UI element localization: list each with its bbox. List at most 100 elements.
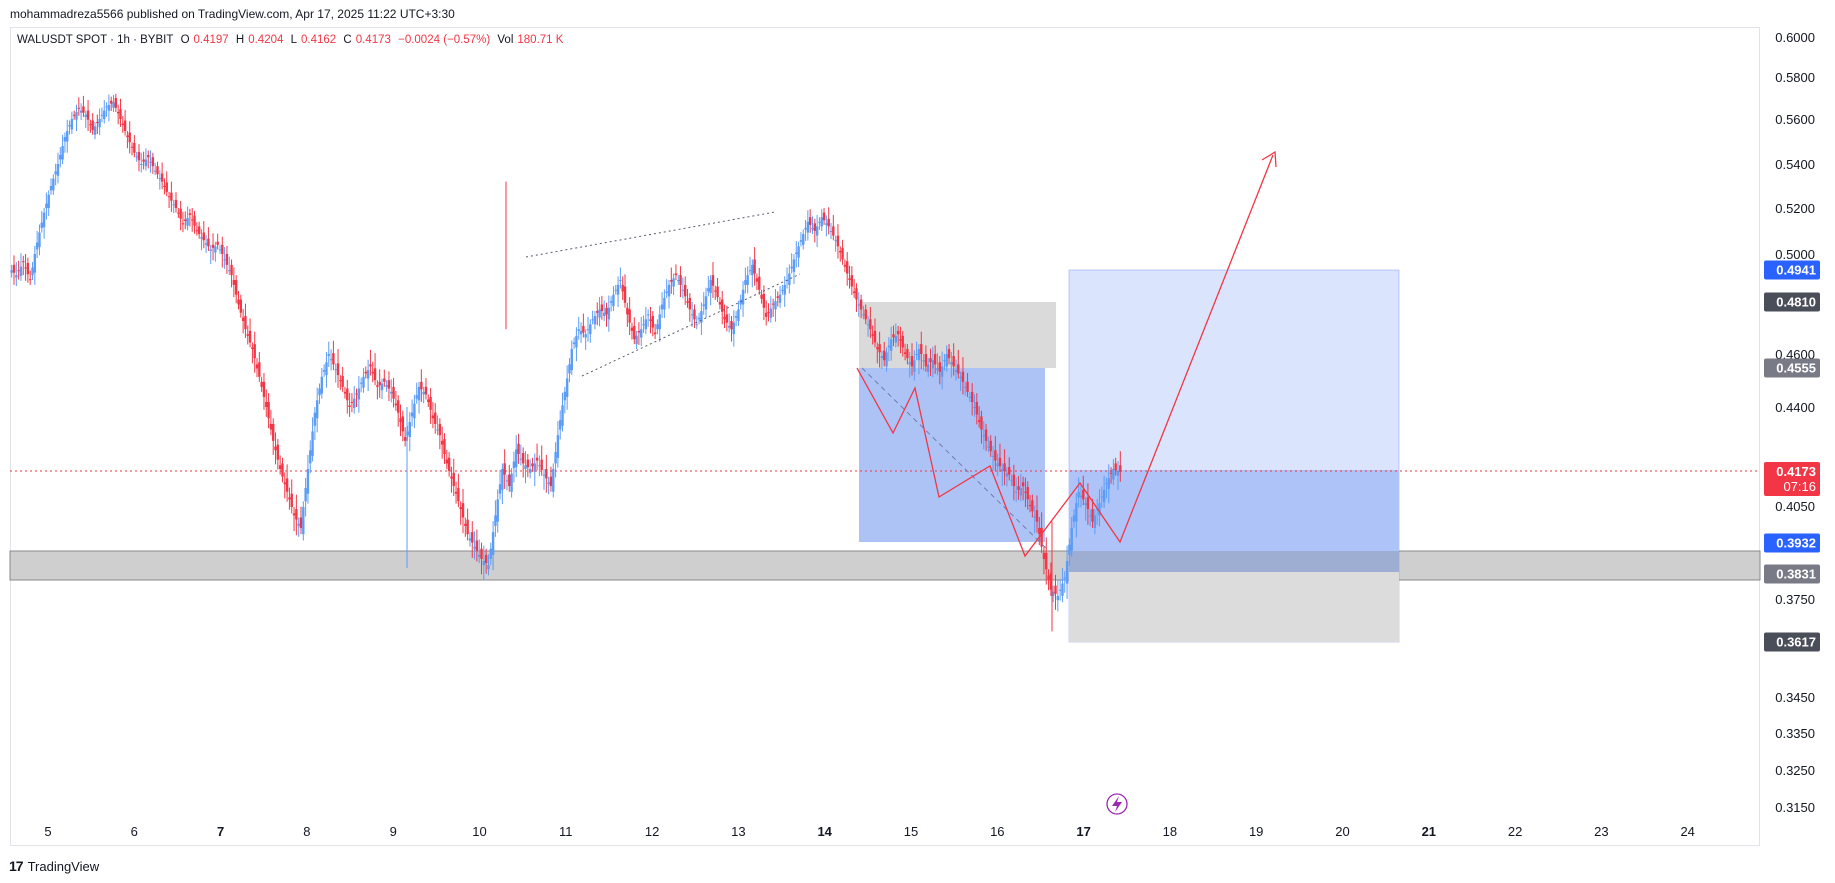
candle-body — [635, 335, 638, 345]
candle-body — [82, 106, 85, 113]
candle-body — [709, 280, 712, 294]
candle-body — [348, 405, 351, 407]
lightning-icon[interactable] — [1106, 793, 1128, 815]
candle-body — [503, 463, 506, 475]
candle-body — [22, 261, 25, 263]
price-tick-label: 0.6000 — [1775, 30, 1815, 45]
candle-body — [1035, 510, 1039, 522]
wedge-upper-line[interactable] — [525, 211, 776, 258]
candle-body — [184, 219, 187, 222]
zigzag-projection[interactable] — [856, 154, 1274, 558]
candle-body — [552, 469, 555, 492]
candle-body — [311, 431, 314, 456]
candle-body — [883, 350, 886, 361]
candle-body — [318, 388, 321, 396]
candle-body — [174, 199, 178, 208]
supply-box[interactable] — [859, 302, 1056, 368]
candle-body — [230, 264, 233, 276]
time-axis[interactable]: 5 6 7 8 9 10 11 12 13 14 15 16 17 18 19 20 21 22 23 24 — [44, 824, 1695, 839]
candle-body — [165, 182, 168, 192]
candle-body — [649, 319, 652, 321]
candle-body — [464, 523, 467, 526]
candle-body — [1058, 589, 1062, 591]
candle-body — [862, 314, 865, 316]
candle-body — [149, 161, 152, 163]
candle-body — [239, 299, 243, 313]
footer-brand[interactable]: TradingView — [27, 858, 100, 874]
candle-body — [75, 112, 78, 120]
candle-body — [700, 311, 703, 323]
candle-body — [130, 146, 134, 148]
price-label-box — [1764, 292, 1820, 312]
candle-body — [894, 335, 898, 343]
candle-body — [494, 515, 497, 526]
price-label-box — [1764, 564, 1820, 584]
footer: 17 TradingView — [9, 858, 99, 874]
buy-zone-box[interactable] — [859, 368, 1045, 542]
candle-body — [313, 412, 317, 426]
candle-body — [246, 334, 249, 336]
candle-body — [913, 360, 916, 372]
time-tick-label: 18 — [1163, 824, 1177, 839]
candle-body — [940, 366, 944, 377]
candle-body — [309, 450, 312, 464]
candle-body — [697, 317, 701, 320]
candle-body — [540, 459, 543, 470]
candle-body — [762, 293, 766, 308]
tradingview-logo-icon[interactable]: 17 — [9, 858, 24, 874]
candle-body — [378, 381, 381, 386]
candle-body — [1033, 516, 1036, 518]
candle-body — [461, 503, 465, 518]
candle-body — [933, 354, 937, 365]
price-axis[interactable]: 0.6000 0.5800 0.5600 0.5400 0.5200 0.5000 0.46… — [1775, 30, 1815, 815]
candle-body — [341, 375, 344, 387]
candle-body — [996, 463, 999, 467]
candle-body — [957, 364, 960, 374]
candle-body — [950, 362, 953, 365]
candle-body — [1107, 478, 1110, 489]
candle-body — [369, 364, 372, 367]
channel-dashed-line[interactable] — [861, 367, 1049, 551]
close-value: 0.4173 — [355, 34, 391, 46]
candle-body — [887, 345, 891, 348]
candle-body — [47, 194, 50, 208]
symbol-legend: WALUSDT SPOT · 1h · BYBIT O 0.4197 H 0.420… — [17, 34, 567, 46]
candle-body — [376, 385, 379, 387]
long-target-area[interactable] — [1069, 270, 1399, 470]
candle-body — [1089, 515, 1092, 517]
candle-body — [644, 319, 648, 330]
candle-body — [160, 173, 164, 182]
candle-body — [596, 311, 599, 313]
wedge-lower-line[interactable] — [581, 273, 801, 377]
candle-body — [804, 227, 807, 230]
candles — [10, 93, 1122, 632]
candle-body — [422, 391, 425, 395]
candle-body — [91, 120, 94, 131]
candle-body — [475, 540, 479, 551]
candle-body — [609, 301, 613, 303]
candle-body — [265, 401, 268, 407]
candle-body — [952, 356, 955, 367]
candle-body — [77, 107, 81, 109]
candle-body — [1021, 482, 1025, 487]
candle-body — [524, 465, 527, 470]
price-tick-label: 0.5000 — [1775, 247, 1815, 262]
candle-body — [434, 412, 437, 424]
candle-body — [211, 244, 215, 248]
candle-body — [353, 398, 356, 408]
candle-body — [908, 362, 911, 365]
price-label-text: 0.3617 — [1776, 635, 1816, 650]
candle-body — [408, 422, 411, 438]
time-tick-label: 21 — [1422, 824, 1436, 839]
candle-body — [188, 213, 192, 215]
candle-body — [1038, 527, 1041, 535]
candle-body — [737, 309, 740, 321]
candle-body — [906, 349, 909, 359]
time-tick-label: 24 — [1680, 824, 1694, 839]
candle-body — [602, 312, 606, 317]
support-zone[interactable] — [9, 550, 1761, 581]
symbol-name[interactable]: WALUSDT SPOT · 1h · BYBIT — [17, 34, 174, 46]
long-stop-area[interactable] — [1069, 572, 1399, 642]
